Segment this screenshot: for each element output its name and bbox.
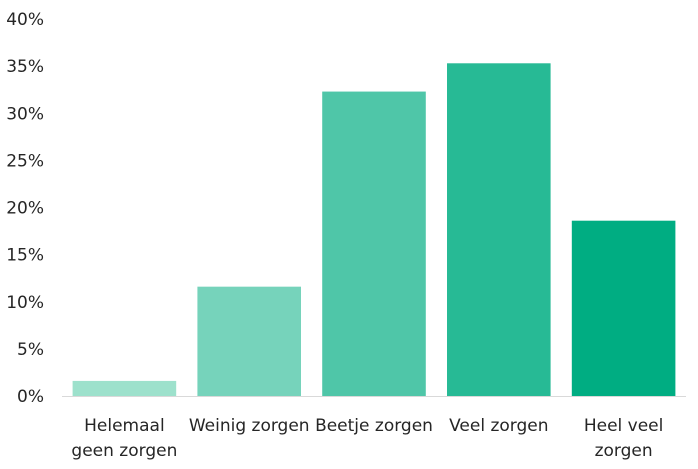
y-tick-label: 15%	[6, 246, 44, 266]
bars	[72, 63, 676, 397]
y-tick-label: 35%	[6, 57, 44, 77]
x-tick-label: Heel veel zorgen	[584, 416, 664, 461]
y-axis: 0% 5% 10% 15% 20% 25% 30% 35% 40%	[6, 10, 44, 407]
x-tick-label-line: Heel veel	[584, 416, 664, 436]
y-tick-label: 0%	[17, 387, 44, 407]
y-tick-label: 20%	[6, 199, 44, 219]
bar	[72, 380, 177, 396]
x-tick-label: Weinig zorgen	[189, 416, 310, 436]
x-axis: Helemaal geen zorgen Weinig zorgen Beetje z…	[71, 416, 663, 461]
x-tick-label-line: Helemaal	[84, 416, 165, 436]
x-tick-label-line: zorgen	[595, 441, 653, 461]
x-tick-label: Veel zorgen	[449, 416, 548, 436]
x-tick-label: Helemaal geen zorgen	[71, 416, 177, 461]
y-tick-label: 25%	[6, 151, 44, 171]
bar	[197, 286, 301, 396]
y-tick-label: 5%	[17, 340, 44, 360]
x-tick-label-line: Beetje zorgen	[315, 416, 433, 436]
bar	[447, 63, 551, 397]
bar	[322, 91, 426, 396]
bar	[571, 220, 676, 396]
x-tick-label: Beetje zorgen	[315, 416, 433, 436]
y-tick-label: 10%	[6, 293, 44, 313]
x-tick-label-line: Veel zorgen	[449, 416, 548, 436]
y-tick-label: 30%	[6, 104, 44, 124]
x-tick-label-line: Weinig zorgen	[189, 416, 310, 436]
y-tick-label: 40%	[6, 10, 44, 30]
x-tick-label-line: geen zorgen	[71, 441, 177, 461]
